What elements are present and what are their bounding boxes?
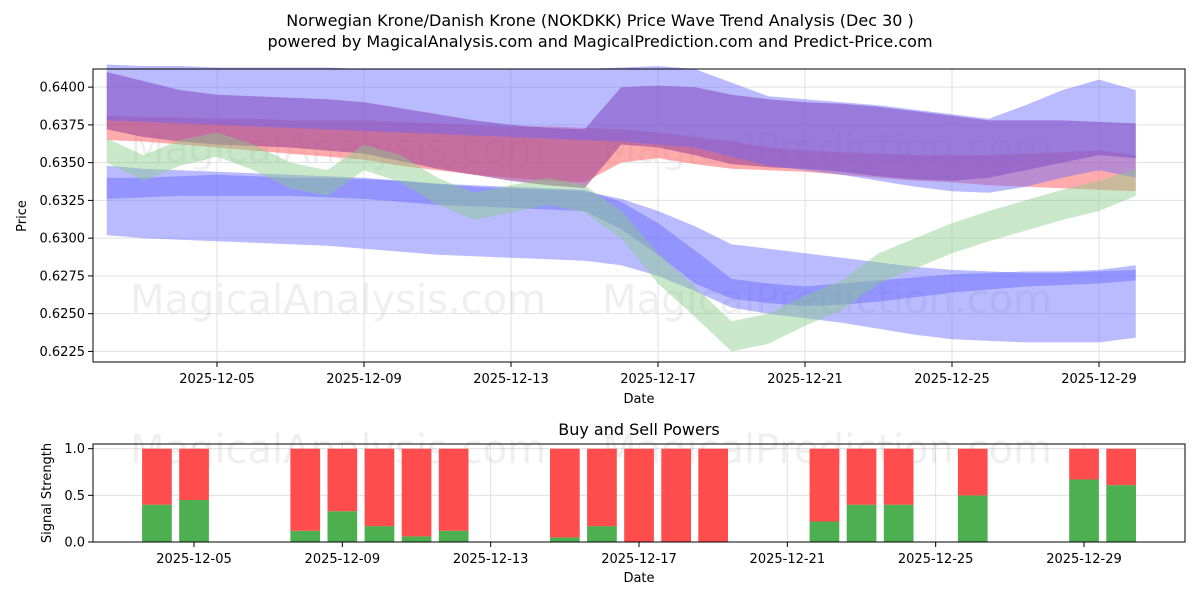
signal-chart-title: Buy and Sell Powers: [558, 420, 720, 439]
blue-band-upper-area: [106, 64, 1136, 193]
price-x-tick-label: 2025-12-17: [620, 372, 696, 387]
blue-wave-area: [106, 174, 1136, 307]
buy-bar: [179, 500, 209, 542]
sell-bar: [327, 448, 358, 512]
price-y-tick-label: 0.6300: [40, 232, 86, 247]
price-y-tick-label: 0.6400: [40, 81, 86, 96]
signal-y-axis-label: Signal Strength: [40, 443, 55, 543]
price-y-tick-label: 0.6275: [40, 269, 86, 284]
sell-bar: [1069, 448, 1099, 480]
signal-chart: Buy and Sell Powers MagicalAnalysis.com …: [40, 420, 1186, 586]
signal-x-tick-label: 2025-12-29: [1046, 552, 1122, 567]
signal-y-ticks: 0.0 0.5 1.0: [64, 442, 93, 551]
signal-y-tick-label: 0.0: [64, 536, 85, 551]
chart-title-line1: Norwegian Krone/Danish Krone (NOKDKK) Pr…: [286, 11, 914, 30]
buy-bar: [401, 536, 432, 542]
price-y-axis-label: Price: [15, 200, 30, 232]
price-chart: MagicalAnalysis.com MagicalPrediction.co…: [15, 64, 1186, 407]
sell-bar: [698, 448, 728, 542]
price-y-tick-label: 0.6250: [40, 307, 86, 322]
buy-bar: [587, 526, 617, 542]
purple-band-area: [106, 72, 1136, 189]
signal-x-axis-label: Date: [623, 571, 654, 586]
price-x-axis-label: Date: [623, 392, 654, 407]
sell-bar: [587, 448, 617, 527]
signal-bars: [142, 448, 1136, 542]
price-x-ticks: 2025-12-05 2025-12-09 2025-12-13 2025-12-17…: [179, 362, 1137, 387]
sell-bar: [364, 448, 395, 527]
watermark-prediction-mid: MagicalPrediction.com: [602, 277, 1052, 323]
sell-bar: [809, 448, 840, 522]
signal-y-tick-label: 1.0: [64, 442, 85, 457]
sell-bar: [179, 448, 209, 500]
sell-bar: [401, 448, 432, 537]
sell-bar: [624, 448, 654, 542]
chart-title-line2: powered by MagicalAnalysis.com and Magic…: [267, 32, 932, 51]
price-y-tick-label: 0.6375: [40, 118, 86, 133]
sell-bar: [550, 448, 580, 538]
green-wave-area: [106, 132, 1136, 352]
signal-x-tick-label: 2025-12-25: [898, 552, 974, 567]
buy-bar: [957, 495, 988, 542]
sell-bar: [290, 448, 321, 531]
buy-bar: [438, 530, 469, 542]
signal-x-tick-label: 2025-12-05: [156, 552, 232, 567]
buy-bar: [1106, 485, 1136, 542]
price-x-tick-label: 2025-12-21: [767, 372, 843, 387]
price-x-tick-label: 2025-12-29: [1061, 372, 1137, 387]
signal-x-tick-label: 2025-12-13: [453, 552, 529, 567]
buy-bar: [364, 526, 395, 542]
watermark-analysis-mid: MagicalAnalysis.com: [130, 277, 546, 323]
buy-bar: [327, 511, 358, 542]
price-x-tick-label: 2025-12-25: [914, 372, 990, 387]
sell-bar: [1106, 448, 1136, 486]
buy-bar: [809, 521, 840, 542]
buy-bar: [550, 537, 580, 542]
price-x-tick-label: 2025-12-09: [326, 372, 402, 387]
sell-bar: [661, 448, 691, 542]
signal-y-tick-label: 0.5: [64, 489, 85, 504]
signal-x-tick-label: 2025-12-09: [305, 552, 381, 567]
buy-bar: [846, 504, 877, 542]
buy-bar: [883, 504, 914, 542]
signal-x-tick-label: 2025-12-17: [601, 552, 677, 567]
price-x-tick-label: 2025-12-13: [473, 372, 549, 387]
sell-bar: [957, 448, 988, 496]
price-y-tick-label: 0.6350: [40, 156, 86, 171]
sell-bar: [438, 448, 469, 531]
signal-x-ticks: 2025-12-05 2025-12-09 2025-12-13 2025-12-17…: [156, 542, 1122, 567]
price-plot-frame: [92, 68, 1186, 363]
sell-bar: [883, 448, 914, 505]
price-x-tick-label: 2025-12-05: [179, 372, 255, 387]
price-y-tick-label: 0.6325: [40, 194, 86, 209]
price-y-ticks: 0.6225 0.6250 0.6275 0.6300 0.6325 0.6350 0.63…: [40, 81, 93, 360]
sell-bar: [846, 448, 877, 505]
buy-bar: [290, 530, 321, 542]
signal-x-tick-label: 2025-12-21: [750, 552, 826, 567]
blue-band-lower-area: [106, 165, 1136, 343]
price-series-group: [106, 64, 1136, 352]
buy-bar: [1069, 479, 1099, 542]
price-y-tick-label: 0.6225: [40, 345, 86, 360]
sell-bar: [142, 448, 172, 505]
buy-bar: [142, 504, 172, 542]
